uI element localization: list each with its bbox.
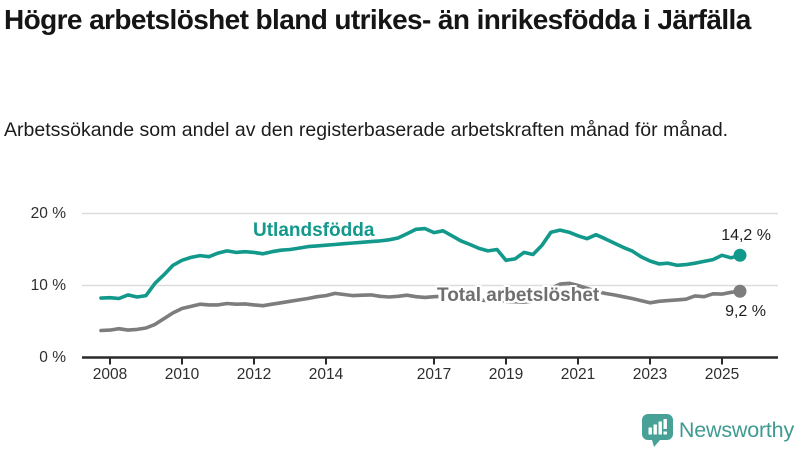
- x-axis-label: 2021: [560, 366, 596, 383]
- page-title: Högre arbetslöshet bland utrikes- än inr…: [4, 4, 751, 35]
- x-axis-label: 2014: [308, 366, 344, 383]
- newsworthy-logo-icon: [641, 413, 673, 447]
- x-axis-label: 2023: [632, 366, 668, 383]
- chart-subtitle: Arbetssökande som andel av den registerb…: [4, 119, 729, 141]
- y-axis-label: 0 %: [39, 348, 66, 366]
- end-value-label-utlandsfodda: 14,2 %: [721, 227, 771, 244]
- y-axis-label: 10 %: [30, 276, 66, 294]
- x-axis-label: 2017: [416, 366, 452, 383]
- x-axis-label: 2010: [164, 366, 200, 383]
- newsworthy-logo[interactable]: Newsworthy: [641, 413, 794, 447]
- series-label-total-arbetsloshet: Total arbetslöshet: [437, 285, 600, 306]
- y-axis-label: 20 %: [30, 204, 66, 222]
- x-axis-label: 2025: [704, 366, 740, 383]
- series-line-1: [99, 281, 742, 333]
- end-value-label-total: 9,2 %: [725, 303, 766, 320]
- series-line-0: [99, 226, 742, 301]
- x-axis-label: 2008: [92, 366, 128, 383]
- newsworthy-wordmark: Newsworthy: [678, 418, 794, 442]
- series-label-utlandsfodda: Utlandsfödda: [253, 220, 375, 241]
- x-axis-label: 2019: [488, 366, 524, 383]
- series-end-dot-0: [733, 248, 747, 262]
- x-axis-label: 2012: [236, 366, 272, 383]
- series-end-dot-1: [733, 284, 747, 298]
